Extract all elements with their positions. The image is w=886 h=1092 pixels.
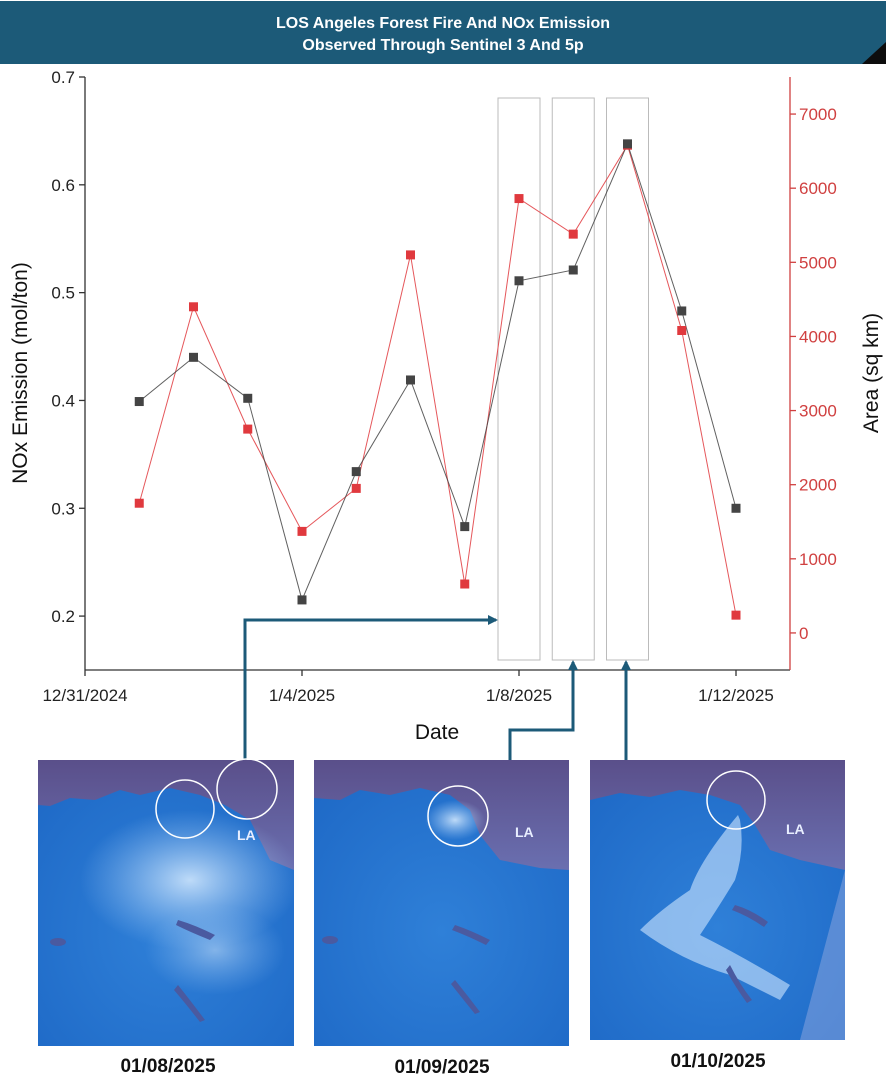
right-tick-label: 1000 bbox=[799, 550, 837, 569]
fire-circle bbox=[155, 779, 215, 839]
island bbox=[732, 905, 768, 927]
area-data-point bbox=[568, 229, 578, 239]
area-data-point bbox=[406, 250, 415, 260]
banner-background bbox=[0, 1, 886, 64]
satellite-image-0110: LA 01/10/2025 bbox=[590, 760, 845, 1072]
left-tick-label: 0.7 bbox=[51, 68, 75, 87]
x-axis-title: Date bbox=[415, 721, 459, 744]
nox-data-point bbox=[731, 503, 741, 513]
left-axis-ticks: 0.2 0.3 0.4 0.5 0.6 0.7 bbox=[51, 68, 85, 626]
image-date-caption: 01/10/2025 bbox=[670, 1051, 766, 1072]
area-data-point bbox=[297, 526, 307, 536]
x-axis-ticks: 12/31/2024 1/4/2025 1/8/2025 1/12/2025 bbox=[42, 670, 774, 705]
nox-data-point bbox=[460, 522, 470, 532]
area-data-point bbox=[460, 579, 470, 589]
x-tick-label: 1/12/2025 bbox=[698, 686, 774, 705]
nox-data-point bbox=[189, 352, 198, 362]
highlight-boxes bbox=[497, 97, 649, 661]
nox-data-point bbox=[514, 276, 524, 286]
island bbox=[50, 938, 66, 946]
series-lines bbox=[138, 142, 737, 616]
right-axis-ticks: 0 1000 2000 3000 4000 5000 6000 7000 bbox=[790, 105, 837, 643]
satellite-image-0108: LA 01/08/2025 bbox=[38, 758, 300, 1077]
island bbox=[452, 925, 490, 945]
nox-data-point bbox=[623, 139, 632, 149]
right-tick-label: 4000 bbox=[799, 327, 837, 346]
left-tick-label: 0.4 bbox=[51, 391, 75, 410]
nox-series-line bbox=[138, 142, 737, 602]
land-area bbox=[314, 760, 569, 870]
nox-data-point bbox=[568, 265, 578, 275]
area-data-point bbox=[243, 424, 253, 434]
title-banner: LOS Angeles Forest Fire And NOx Emission… bbox=[0, 1, 886, 64]
nox-data-point bbox=[406, 375, 415, 385]
area-data-point bbox=[134, 498, 144, 508]
area-data-point bbox=[677, 326, 687, 336]
area-data-point bbox=[731, 610, 741, 620]
la-label: LA bbox=[786, 821, 805, 837]
x-tick-label: 1/8/2025 bbox=[486, 686, 552, 705]
fire-circle bbox=[216, 758, 278, 820]
right-tick-label: 6000 bbox=[799, 179, 837, 198]
island bbox=[451, 980, 480, 1014]
left-tick-label: 0.2 bbox=[51, 607, 75, 626]
left-tick-label: 0.6 bbox=[51, 176, 75, 195]
nox-data-point bbox=[297, 595, 307, 605]
right-tick-label: 3000 bbox=[799, 402, 837, 421]
right-tick-label: 2000 bbox=[799, 476, 837, 495]
right-tick-label: 0 bbox=[799, 624, 808, 643]
fire-circle bbox=[706, 770, 766, 830]
satellite-image-0109: LA 01/09/2025 bbox=[314, 760, 569, 1078]
fire-circle bbox=[427, 785, 489, 847]
left-tick-label: 0.5 bbox=[51, 284, 75, 303]
area-data-point bbox=[351, 483, 361, 493]
island bbox=[176, 920, 215, 940]
x-tick-label: 12/31/2024 bbox=[42, 686, 127, 705]
image-date-caption: 01/09/2025 bbox=[394, 1057, 490, 1078]
island bbox=[322, 936, 338, 944]
image-date-caption: 01/08/2025 bbox=[120, 1056, 216, 1077]
land-area bbox=[590, 760, 845, 870]
area-series-line bbox=[138, 143, 737, 616]
smoke-plume-lower bbox=[145, 905, 285, 995]
highlight-box bbox=[551, 97, 595, 661]
la-label: LA bbox=[237, 827, 256, 843]
y-axis-right-title: Area (sq km) bbox=[860, 313, 883, 433]
smoke-plume bbox=[640, 815, 790, 1000]
title-line-1: LOS Angeles Forest Fire And NOx Emission bbox=[276, 15, 610, 32]
area-data-point bbox=[189, 302, 198, 312]
right-tick-label: 5000 bbox=[799, 253, 837, 272]
nox-data-point bbox=[351, 467, 361, 477]
banner-corner bbox=[862, 42, 886, 64]
series-points bbox=[134, 139, 741, 620]
arrow-01-09 bbox=[508, 660, 578, 760]
nox-data-point bbox=[243, 393, 253, 403]
island bbox=[726, 965, 752, 1003]
chart-plot-area: 0.2 0.3 0.4 0.5 0.6 0.7 0 1000 2000 3000 4000 5000… bbox=[9, 68, 883, 744]
y-axis-left-title: NOx Emission (mol/ton) bbox=[9, 262, 32, 484]
smoke-plume bbox=[425, 800, 485, 840]
highlight-box bbox=[497, 97, 541, 661]
island bbox=[174, 985, 205, 1022]
land-area bbox=[38, 760, 294, 870]
la-label: LA bbox=[515, 824, 534, 840]
connector-arrows bbox=[243, 615, 631, 760]
x-tick-label: 1/4/2025 bbox=[269, 686, 335, 705]
highlight-box bbox=[606, 97, 649, 661]
image-edge bbox=[800, 870, 845, 1040]
left-tick-label: 0.3 bbox=[51, 499, 75, 518]
right-tick-label: 7000 bbox=[799, 105, 837, 124]
title-line-2: Observed Through Sentinel 3 And 5p bbox=[302, 37, 583, 54]
nox-data-point bbox=[134, 397, 144, 407]
arrow-01-08 bbox=[243, 615, 498, 760]
nox-data-point bbox=[677, 306, 687, 316]
area-data-point bbox=[514, 194, 524, 204]
